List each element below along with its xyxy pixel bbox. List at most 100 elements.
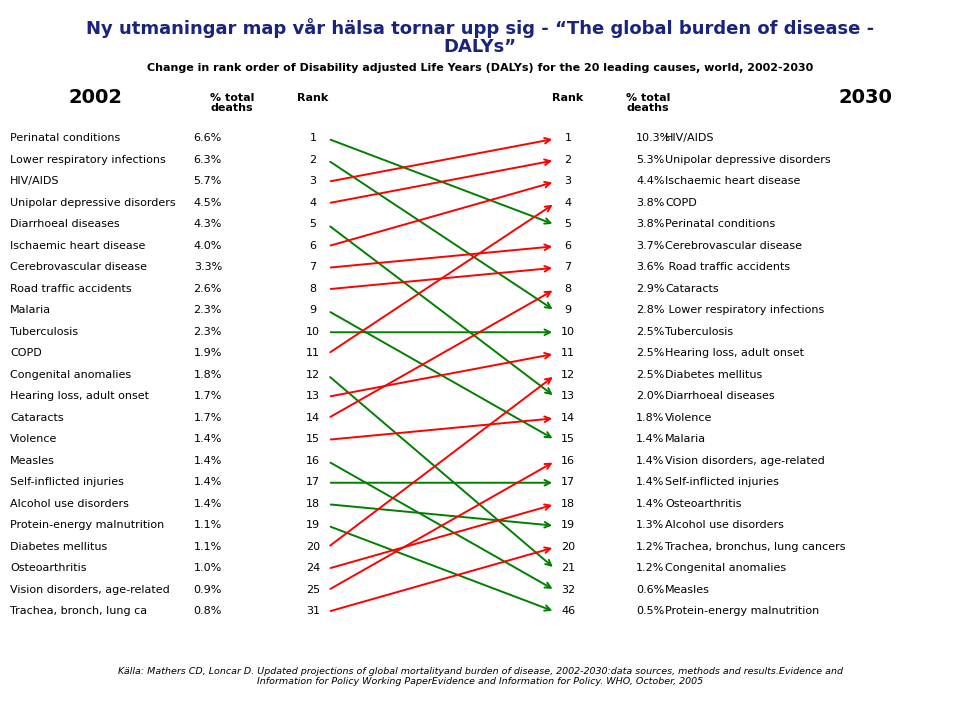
Text: Osteoarthritis: Osteoarthritis: [665, 499, 741, 509]
Text: Self-inflicted injuries: Self-inflicted injuries: [10, 477, 124, 487]
Text: 7: 7: [309, 262, 317, 272]
Text: HIV/AIDS: HIV/AIDS: [10, 176, 60, 186]
Text: Unipolar depressive disorders: Unipolar depressive disorders: [10, 198, 176, 208]
Text: 5: 5: [564, 219, 571, 229]
Text: 6: 6: [564, 241, 571, 251]
Text: 11: 11: [306, 348, 320, 358]
Text: % total: % total: [210, 93, 254, 103]
Text: 1.8%: 1.8%: [194, 370, 222, 380]
Text: 15: 15: [306, 434, 320, 444]
Text: 15: 15: [561, 434, 575, 444]
Text: 2002: 2002: [68, 88, 122, 107]
Text: 3: 3: [309, 176, 317, 186]
Text: 10: 10: [306, 327, 320, 337]
Text: deaths: deaths: [627, 103, 669, 113]
Text: 25: 25: [306, 585, 320, 595]
Text: 1: 1: [564, 134, 571, 144]
Text: 10: 10: [561, 327, 575, 337]
Text: 17: 17: [306, 477, 320, 487]
Text: Diarrhoeal diseases: Diarrhoeal diseases: [10, 219, 120, 229]
Text: Ischaemic heart disease: Ischaemic heart disease: [10, 241, 145, 251]
Text: 14: 14: [561, 413, 575, 423]
Text: 2.5%: 2.5%: [636, 327, 664, 337]
Text: 2.9%: 2.9%: [636, 283, 664, 293]
Text: 1.4%: 1.4%: [636, 456, 664, 466]
Text: 46: 46: [561, 606, 575, 616]
Text: 1.9%: 1.9%: [194, 348, 222, 358]
Text: 1.4%: 1.4%: [636, 499, 664, 509]
Text: Road traffic accidents: Road traffic accidents: [665, 262, 790, 272]
Text: 2.5%: 2.5%: [636, 348, 664, 358]
Text: 17: 17: [561, 477, 575, 487]
Text: Violence: Violence: [665, 413, 712, 423]
Text: deaths: deaths: [210, 103, 253, 113]
Text: Ischaemic heart disease: Ischaemic heart disease: [665, 176, 801, 186]
Text: 16: 16: [306, 456, 320, 466]
Text: Lower respiratory infections: Lower respiratory infections: [10, 155, 166, 165]
Text: 13: 13: [561, 391, 575, 401]
Text: 1.4%: 1.4%: [636, 477, 664, 487]
Text: Measles: Measles: [10, 456, 55, 466]
Text: Alcohol use disorders: Alcohol use disorders: [10, 499, 129, 509]
Text: 1: 1: [309, 134, 317, 144]
Text: 4.4%: 4.4%: [636, 176, 664, 186]
Text: 2.6%: 2.6%: [194, 283, 222, 293]
Text: Congenital anomalies: Congenital anomalies: [10, 370, 132, 380]
Text: HIV/AIDS: HIV/AIDS: [665, 134, 714, 144]
Text: 9: 9: [309, 306, 317, 316]
Text: 1.2%: 1.2%: [636, 542, 664, 552]
Text: Trachea, bronchus, lung cancers: Trachea, bronchus, lung cancers: [665, 542, 846, 552]
Text: Unipolar depressive disorders: Unipolar depressive disorders: [665, 155, 830, 165]
Text: 19: 19: [306, 521, 320, 531]
Text: 20: 20: [306, 542, 320, 552]
Text: COPD: COPD: [10, 348, 41, 358]
Text: 1.4%: 1.4%: [194, 434, 222, 444]
Text: 2: 2: [309, 155, 317, 165]
Text: Diabetes mellitus: Diabetes mellitus: [10, 542, 108, 552]
Text: 9: 9: [564, 306, 571, 316]
Text: 1.4%: 1.4%: [194, 477, 222, 487]
Text: Self-inflicted injuries: Self-inflicted injuries: [665, 477, 779, 487]
Text: Hearing loss, adult onset: Hearing loss, adult onset: [665, 348, 804, 358]
Text: 8: 8: [564, 283, 571, 293]
Text: 3.3%: 3.3%: [194, 262, 222, 272]
Text: 31: 31: [306, 606, 320, 616]
Text: Malaria: Malaria: [665, 434, 707, 444]
Text: 1.7%: 1.7%: [194, 413, 222, 423]
Text: 1.4%: 1.4%: [194, 456, 222, 466]
Text: Change in rank order of Disability adjusted Life Years (DALYs) for the 20 leadin: Change in rank order of Disability adjus…: [147, 63, 813, 73]
Text: 4: 4: [564, 198, 571, 208]
Text: Tuberculosis: Tuberculosis: [665, 327, 733, 337]
Text: 4.3%: 4.3%: [194, 219, 222, 229]
Text: Violence: Violence: [10, 434, 58, 444]
Text: 14: 14: [306, 413, 320, 423]
Text: 7: 7: [564, 262, 571, 272]
Text: Measles: Measles: [665, 585, 709, 595]
Text: Osteoarthritis: Osteoarthritis: [10, 563, 86, 573]
Text: 1.3%: 1.3%: [636, 521, 664, 531]
Text: 4: 4: [309, 198, 317, 208]
Text: Alcohol use disorders: Alcohol use disorders: [665, 521, 784, 531]
Text: 3.7%: 3.7%: [636, 241, 664, 251]
Text: 4.5%: 4.5%: [194, 198, 222, 208]
Text: Protein-energy malnutrition: Protein-energy malnutrition: [10, 521, 164, 531]
Text: Perinatal conditions: Perinatal conditions: [665, 219, 776, 229]
Text: 10.3%: 10.3%: [636, 134, 671, 144]
Text: 8: 8: [309, 283, 317, 293]
Text: 2.8%: 2.8%: [636, 306, 664, 316]
Text: 1.1%: 1.1%: [194, 542, 222, 552]
Text: Diarrhoeal diseases: Diarrhoeal diseases: [665, 391, 775, 401]
Text: Vision disorders, age-related: Vision disorders, age-related: [665, 456, 825, 466]
Text: Ny utmaningar map vår hälsa tornar upp sig - “The global burden of disease -: Ny utmaningar map vår hälsa tornar upp s…: [86, 18, 874, 38]
Text: 5.3%: 5.3%: [636, 155, 664, 165]
Text: COPD: COPD: [665, 198, 697, 208]
Text: Congenital anomalies: Congenital anomalies: [665, 563, 786, 573]
Text: 6: 6: [309, 241, 317, 251]
Text: 12: 12: [306, 370, 320, 380]
Text: 20: 20: [561, 542, 575, 552]
Text: 3.8%: 3.8%: [636, 198, 664, 208]
Text: 1.7%: 1.7%: [194, 391, 222, 401]
Text: 2030: 2030: [838, 88, 892, 107]
Text: Källa: Mathers CD, Loncar D. Updated projections of global mortalityand burden o: Källa: Mathers CD, Loncar D. Updated pro…: [117, 667, 843, 686]
Text: 2.5%: 2.5%: [636, 370, 664, 380]
